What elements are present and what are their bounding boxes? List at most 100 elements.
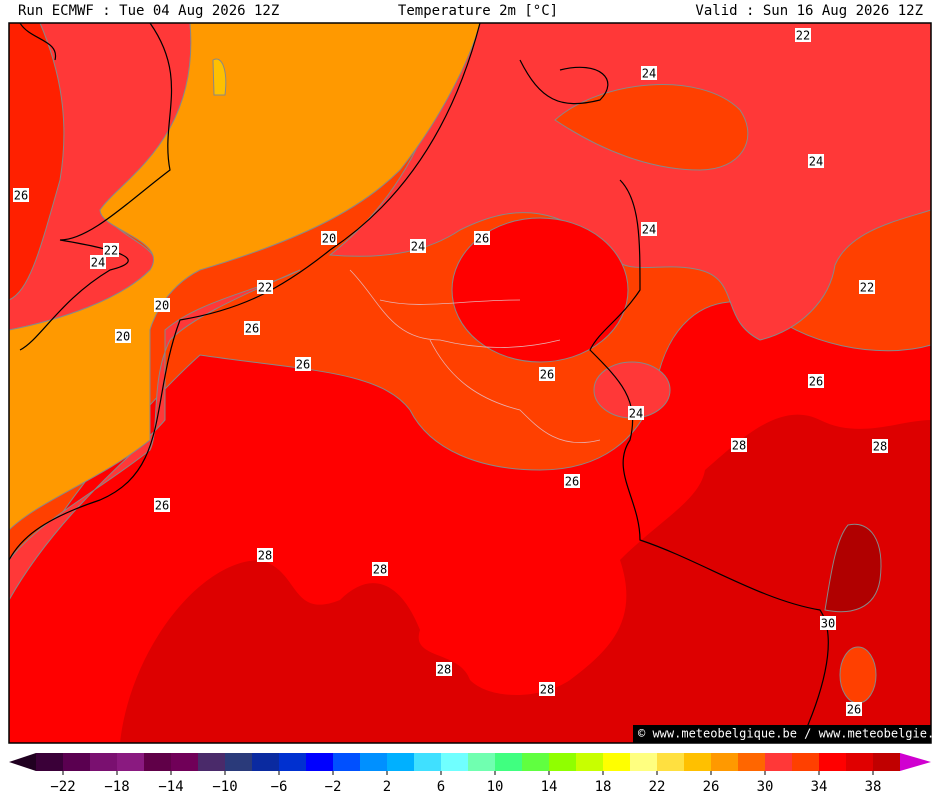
contour-label: 28 [258, 549, 272, 563]
temp-24-26-south [839, 646, 877, 704]
contour-label: 26 [155, 499, 169, 513]
colorbar-swatch [522, 753, 549, 771]
temp-28-30 [120, 414, 931, 743]
colorbar-label: −14 [158, 779, 183, 795]
colorbar-swatch [387, 753, 414, 771]
contour-label: 24 [809, 155, 823, 169]
colorbar-label: 34 [811, 779, 828, 795]
contour-label: 20 [155, 299, 169, 313]
contour-label: 26 [809, 375, 823, 389]
watermark: © www.meteobelgique.be / www.meteobelgie… [638, 727, 940, 741]
contour-label: 26 [565, 475, 579, 489]
colorbar-swatch [603, 753, 630, 771]
colorbar-swatch [684, 753, 711, 771]
colorbar-swatch [711, 753, 738, 771]
contour-label-box [244, 321, 260, 335]
contour-label: 26 [475, 232, 489, 246]
contour-label-box [808, 154, 824, 168]
colorbar-swatch [630, 753, 657, 771]
contour-label: 26 [14, 189, 28, 203]
run-info: Run ECMWF : Tue 04 Aug 2026 12Z [18, 3, 279, 19]
colorbar-swatch [198, 753, 225, 771]
contour-label: 28 [437, 663, 451, 677]
colorbar: −22 −18 −14 −10 −6 −2 2 6 10 14 18 22 26 30 34 38 [9, 753, 931, 795]
contour-label-box [820, 616, 836, 630]
colorbar-label: 6 [437, 779, 445, 795]
contour-label-box [564, 474, 580, 488]
colorbar-swatch [846, 753, 873, 771]
watermark-box [633, 725, 931, 743]
colorbar-swatch [468, 753, 495, 771]
colorbar-swatch [171, 753, 198, 771]
colorbar-swatch [144, 753, 171, 771]
colorbar-swatch [792, 753, 819, 771]
colorbar-swatch [225, 753, 252, 771]
contour-label: 28 [732, 439, 746, 453]
contour-label-box [436, 662, 452, 676]
contour-label-box [474, 231, 490, 245]
colorbar-high-arrow [900, 753, 931, 771]
contour-label-box [295, 357, 311, 371]
colorbar-swatch [873, 753, 900, 771]
colorbar-label: −6 [271, 779, 288, 795]
contour-label-box [321, 231, 337, 245]
contour-label-box [257, 548, 273, 562]
contour-label-box [154, 498, 170, 512]
colorbar-label: 22 [649, 779, 666, 795]
contour-label-box [846, 702, 862, 716]
contour-label-box [872, 439, 888, 453]
temp-20-22 [8, 22, 481, 532]
colorbar-swatch [576, 753, 603, 771]
colorbar-swatch [252, 753, 279, 771]
colorbar-swatch [441, 753, 468, 771]
contour-label-box [372, 562, 388, 576]
contour-label: 22 [104, 244, 118, 258]
contour-label-box [641, 66, 657, 80]
colorbar-label: 18 [595, 779, 612, 795]
coastline-borders [8, 22, 829, 744]
colorbar-label: −18 [104, 779, 129, 795]
temp-30-32 [824, 523, 882, 613]
contour-label-box [90, 255, 106, 269]
colorbar-label: 2 [383, 779, 391, 795]
contour-label-box [641, 222, 657, 236]
colorbar-swatch [657, 753, 684, 771]
contour-label: 22 [860, 281, 874, 295]
colorbar-swatch [765, 753, 792, 771]
contour-label-box [115, 329, 131, 343]
colorbar-swatch [819, 753, 846, 771]
colorbar-low-arrow [9, 753, 36, 771]
contour-label: 22 [258, 281, 272, 295]
contour-label: 24 [91, 256, 105, 270]
colorbar-swatch [333, 753, 360, 771]
colorbar-label: −22 [50, 779, 75, 795]
map-title: Temperature 2m [°C] [398, 3, 558, 19]
contour-label: 24 [411, 240, 425, 254]
colorbar-label: 26 [703, 779, 720, 795]
contour-label: 24 [642, 67, 656, 81]
colorbar-swatch [279, 753, 306, 771]
contour-label: 26 [540, 368, 554, 382]
contour-label-box [628, 406, 644, 420]
colorbar-label: 10 [487, 779, 504, 795]
colorbar-swatch [495, 753, 522, 771]
contour-label-box [539, 367, 555, 381]
contour-label: 24 [642, 223, 656, 237]
contour-label-box [539, 682, 555, 696]
colorbar-label: 38 [865, 779, 882, 795]
colorbar-label: −2 [325, 779, 342, 795]
contour-label: 26 [847, 703, 861, 717]
contour-label: 20 [116, 330, 130, 344]
contour-label-box [859, 280, 875, 294]
colorbar-swatch [63, 753, 90, 771]
contour-label: 28 [540, 683, 554, 697]
contour-label-box [257, 280, 273, 294]
map-frame [8, 22, 932, 744]
contour-label-box [410, 239, 426, 253]
colorbar-swatch [306, 753, 333, 771]
contour-label-box [731, 438, 747, 452]
temp-uk-warm [8, 22, 65, 301]
